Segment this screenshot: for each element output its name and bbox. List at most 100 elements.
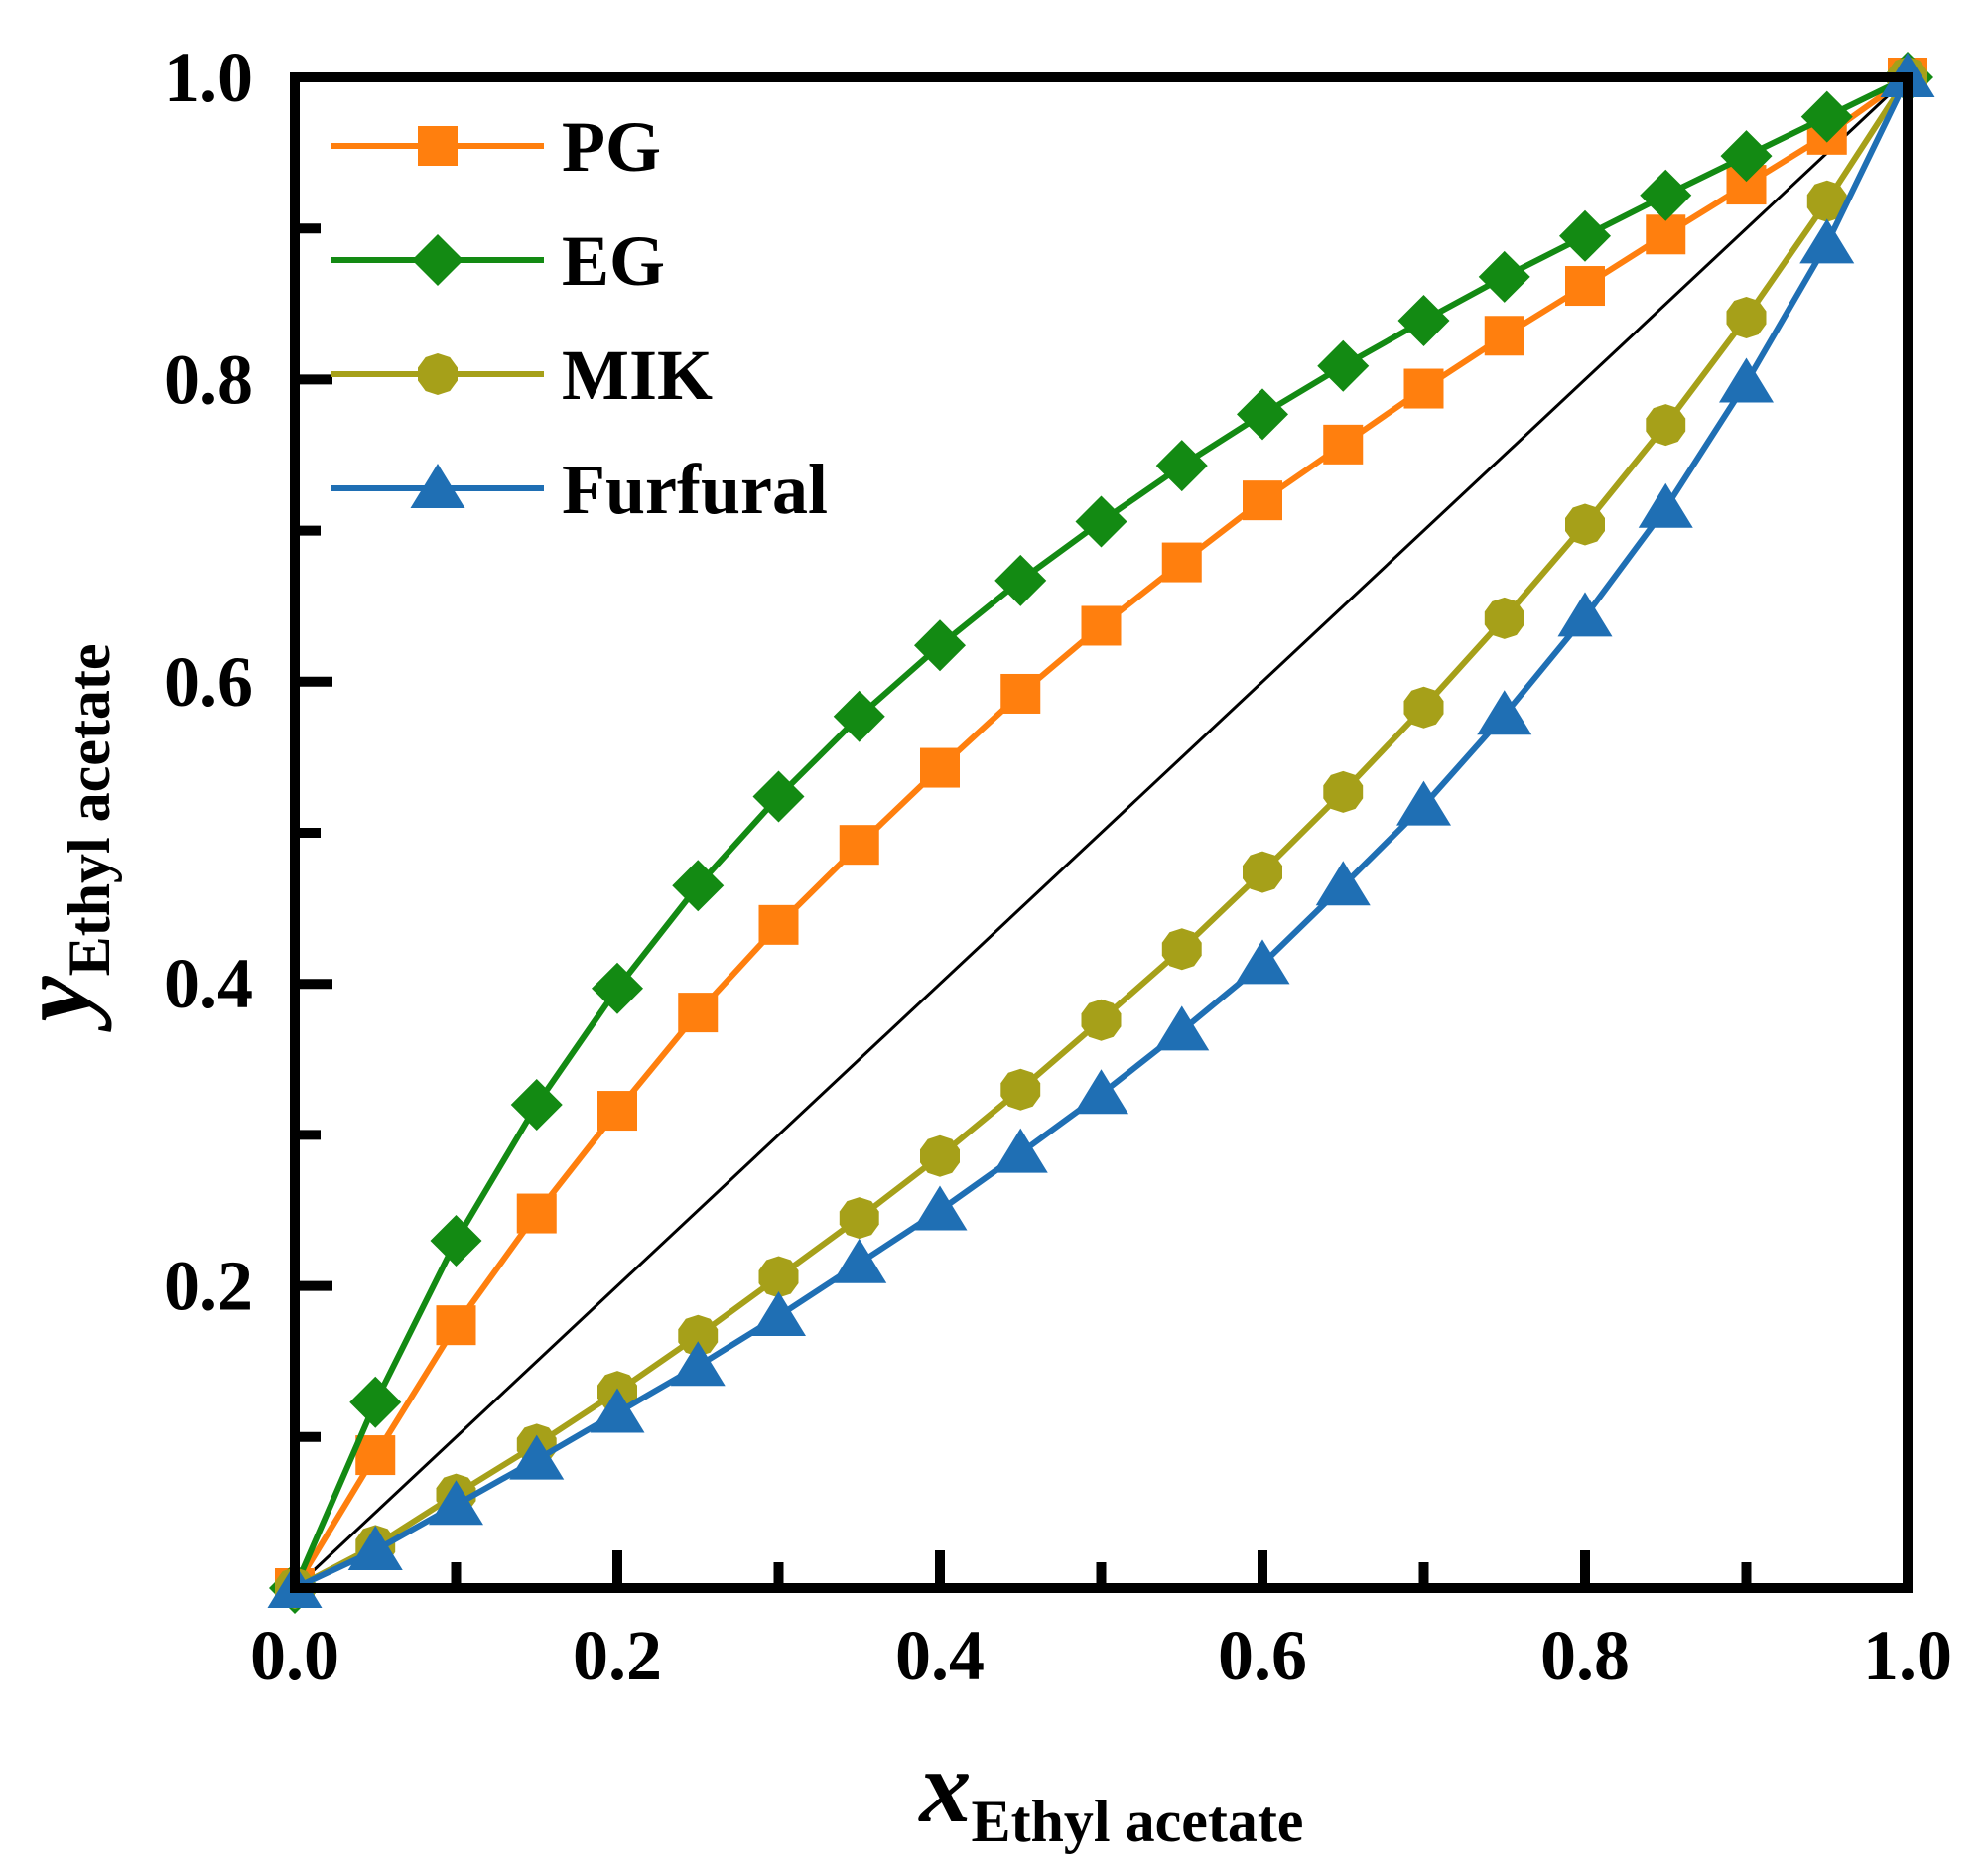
data-point-eg — [1559, 209, 1611, 262]
series-mik — [275, 57, 1927, 1609]
data-point-pg — [1565, 266, 1605, 307]
data-point-eg — [1237, 388, 1288, 441]
x-tick-label: 0.8 — [1540, 1616, 1630, 1695]
y-axis-symbol: y — [0, 976, 112, 1033]
data-point-furfural — [429, 1480, 483, 1526]
data-point-eg — [1478, 250, 1530, 303]
data-point-mik — [1323, 770, 1364, 813]
data-point-pg — [1161, 542, 1202, 583]
legend-item-furfural: Furfural — [331, 450, 828, 529]
data-point-eg — [1155, 440, 1208, 492]
data-point-furfural — [1396, 780, 1451, 826]
x-axis-label: xEthyl acetate — [918, 1730, 1304, 1854]
data-point-pg — [1000, 673, 1041, 714]
data-point-eg — [349, 1376, 402, 1428]
data-point-mik — [1565, 503, 1605, 546]
data-point-furfural — [993, 1128, 1048, 1173]
data-point-mik — [1000, 1068, 1041, 1111]
legend-label: Furfural — [562, 450, 828, 529]
data-point-mik — [1161, 928, 1202, 971]
data-point-eg — [914, 619, 966, 672]
y-axis-label: yEthyl acetate — [0, 643, 122, 1032]
x-tick-label: 0.0 — [250, 1616, 339, 1695]
data-point-mik — [1646, 404, 1686, 447]
data-point-mik — [678, 1314, 719, 1357]
data-point-furfural — [1557, 592, 1613, 637]
data-point-eg — [994, 554, 1047, 606]
y-axis-subscript: Ethyl acetate — [57, 643, 122, 976]
data-point-pg — [1243, 480, 1282, 521]
data-point-furfural — [1799, 218, 1855, 264]
data-point-eg — [1075, 495, 1127, 548]
data-point-eg — [430, 1214, 482, 1267]
data-point-eg — [1317, 339, 1370, 392]
data-point-mik — [758, 1256, 799, 1298]
data-point-eg — [1640, 169, 1692, 221]
data-point-pg — [678, 993, 719, 1033]
series-furfural — [267, 53, 1935, 1608]
data-point-eg — [1720, 130, 1773, 183]
data-point-furfural — [1638, 482, 1693, 528]
data-point-eg — [592, 962, 643, 1014]
series-pg — [275, 58, 1927, 1608]
data-point-furfural — [1154, 1005, 1210, 1051]
data-point-pg — [920, 747, 960, 788]
legend-label: EG — [562, 221, 665, 301]
legend-item-mik: MIK — [331, 335, 713, 415]
legend-item-pg: PG — [331, 107, 661, 187]
data-point-pg — [597, 1091, 637, 1132]
x-axis-symbol: x — [918, 1730, 972, 1844]
data-point-pg — [758, 904, 799, 945]
x-tick-label: 0.6 — [1218, 1616, 1307, 1695]
data-point-pg — [436, 1305, 476, 1346]
data-point-mik — [1726, 297, 1767, 338]
reference-diagonal-line — [293, 75, 1910, 1590]
data-point-mik — [1806, 180, 1847, 222]
data-point-pg — [1484, 316, 1524, 356]
data-point-eg — [833, 690, 885, 742]
legend-marker-diamond — [412, 234, 464, 286]
data-point-eg — [672, 860, 725, 912]
y-tick-label: 0.2 — [164, 1247, 253, 1326]
data-point-pg — [355, 1435, 396, 1476]
data-point-eg — [1397, 295, 1450, 347]
data-point-furfural — [1315, 861, 1371, 906]
y-tick-label: 0.4 — [164, 944, 253, 1023]
data-point-mik — [1081, 999, 1122, 1041]
data-point-pg — [839, 825, 879, 866]
tick-labels-layer: 0.0 0.2 0.4 0.6 0.8 1.0 0.2 0.4 0.6 0.8 1.0 — [164, 38, 1952, 1695]
data-point-furfural — [590, 1388, 645, 1433]
y-tick-label: 0.8 — [164, 339, 253, 419]
data-point-mik — [1484, 597, 1524, 639]
data-point-mik — [920, 1134, 960, 1177]
legend-label: PG — [562, 107, 661, 187]
data-point-furfural — [670, 1341, 726, 1387]
data-point-pg — [1403, 368, 1444, 409]
x-axis-subscript: Ethyl acetate — [972, 1789, 1304, 1854]
data-point-furfural — [912, 1185, 968, 1231]
y-tick-label: 0.6 — [164, 642, 253, 722]
data-point-furfural — [1235, 939, 1290, 985]
x-tick-label: 0.4 — [895, 1616, 985, 1695]
data-point-pg — [1646, 214, 1686, 255]
data-point-furfural — [1719, 357, 1774, 403]
data-point-pg — [1323, 424, 1364, 465]
legend: PG EG MIK Furfural — [331, 107, 828, 529]
legend-marker-square — [418, 126, 458, 166]
data-point-furfural — [1477, 690, 1532, 735]
data-point-eg — [1800, 90, 1853, 143]
data-point-pg — [1081, 605, 1122, 646]
data-point-furfural — [509, 1434, 565, 1480]
data-point-eg — [752, 770, 805, 823]
data-point-furfural — [347, 1525, 403, 1570]
data-point-mik — [1243, 851, 1282, 893]
x-tick-label: 1.0 — [1863, 1616, 1952, 1695]
data-point-furfural — [832, 1238, 887, 1283]
data-point-pg — [516, 1193, 557, 1234]
legend-marker-triangle — [410, 464, 465, 508]
legend-label: MIK — [562, 335, 713, 415]
plot-frame — [290, 72, 1913, 1593]
plot-layer — [267, 52, 1935, 1614]
legend-marker-circle — [418, 353, 458, 395]
